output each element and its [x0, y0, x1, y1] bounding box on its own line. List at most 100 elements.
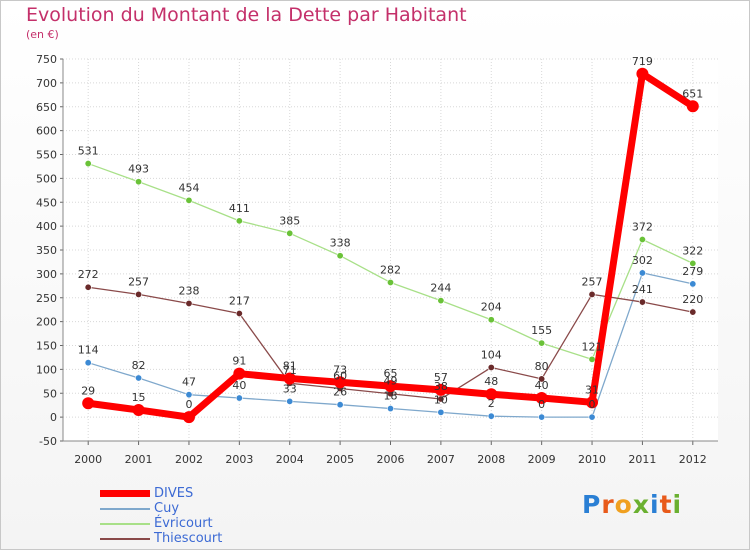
data-label: 217	[229, 295, 250, 308]
y-tick-label: 50	[43, 387, 57, 400]
data-label: 719	[632, 55, 653, 68]
y-tick-label: 100	[36, 363, 57, 376]
x-tick-label: 2011	[628, 453, 656, 466]
y-tick-label: 400	[36, 220, 57, 233]
data-point	[485, 388, 498, 401]
data-point	[638, 235, 646, 243]
data-label: 257	[582, 275, 603, 288]
data-label: 531	[78, 145, 99, 158]
data-label: 49	[384, 375, 398, 388]
data-label: 57	[434, 371, 448, 384]
data-label: 411	[229, 202, 250, 215]
data-point	[84, 160, 92, 168]
x-tick-label: 2008	[477, 453, 505, 466]
data-label: 257	[128, 275, 149, 288]
data-label: 91	[232, 355, 246, 368]
logo-letter: i	[672, 490, 683, 519]
data-label: 81	[283, 359, 297, 372]
data-label: 26	[333, 386, 347, 399]
logo-letter: o	[614, 490, 633, 519]
x-tick-label: 2010	[578, 453, 606, 466]
data-label: 47	[182, 376, 196, 389]
legend-label-thiescourt: Thiescourt	[154, 531, 223, 546]
data-label: 0	[185, 398, 192, 411]
data-point	[84, 283, 92, 291]
logo-letter: r	[601, 490, 615, 519]
data-point	[135, 374, 143, 382]
x-tick-label: 2002	[175, 453, 203, 466]
data-label: 31	[585, 383, 599, 396]
data-point	[487, 316, 495, 324]
data-label: 40	[535, 379, 549, 392]
x-tick-label: 2001	[125, 453, 153, 466]
data-label: 372	[632, 220, 653, 233]
data-label: 2	[488, 397, 495, 410]
chart-subtitle: (en €)	[26, 28, 59, 41]
data-point	[84, 359, 92, 367]
data-label: 493	[128, 163, 149, 176]
data-point	[588, 355, 596, 363]
data-label: 38	[434, 380, 448, 393]
y-tick-label: -50	[39, 435, 57, 448]
data-point	[638, 269, 646, 277]
data-label: 454	[178, 181, 199, 194]
x-tick-label: 2009	[528, 453, 556, 466]
legend-item-evricourt: Évricourt	[100, 516, 300, 531]
data-point	[185, 299, 193, 307]
data-label: 121	[582, 340, 603, 353]
data-point	[689, 280, 697, 288]
data-label: 114	[78, 344, 99, 357]
x-tick-label: 2005	[326, 453, 354, 466]
data-point	[586, 396, 599, 409]
data-point	[386, 278, 394, 286]
data-label: 71	[283, 364, 297, 377]
data-point	[235, 310, 243, 318]
logo-letter: t	[659, 490, 673, 519]
y-tick-label: 600	[36, 125, 57, 138]
data-point	[286, 229, 294, 237]
data-label: 40	[232, 379, 246, 392]
data-point	[384, 380, 397, 393]
data-point	[135, 178, 143, 186]
data-point	[588, 290, 596, 298]
legend-item-thiescourt: Thiescourt	[100, 531, 300, 546]
y-tick-label: 650	[36, 101, 57, 114]
legend-label-evricourt: Évricourt	[154, 516, 213, 531]
data-point	[487, 412, 495, 420]
logo-letter: x	[632, 490, 650, 519]
legend-swatch-cuy	[100, 508, 150, 510]
legend-swatch-evricourt	[100, 523, 150, 525]
data-label: 204	[481, 301, 502, 314]
legend-swatch-dives	[100, 490, 150, 497]
legend-label-dives: DIVES	[154, 486, 194, 501]
legend-swatch-thiescourt	[100, 538, 150, 540]
data-label: 0	[589, 398, 596, 411]
y-tick-label: 200	[36, 316, 57, 329]
x-tick-label: 2007	[427, 453, 455, 466]
data-point	[233, 367, 246, 380]
data-label: 73	[333, 363, 347, 376]
data-point	[686, 100, 699, 113]
data-point	[535, 392, 548, 405]
data-point	[283, 372, 296, 385]
data-label: 65	[384, 367, 398, 380]
data-label: 33	[283, 382, 297, 395]
x-tick-label: 2000	[74, 453, 102, 466]
data-label: 60	[333, 369, 347, 382]
y-tick-label: 250	[36, 292, 57, 305]
data-label: 385	[279, 214, 300, 227]
x-tick-label: 2006	[377, 453, 405, 466]
legend-item-dives: DIVES	[100, 486, 300, 501]
legend-label-cuy: Cuy	[154, 501, 180, 516]
y-tick-label: 700	[36, 77, 57, 90]
data-label: 155	[531, 324, 552, 337]
y-tick-label: 550	[36, 149, 57, 162]
data-label: 238	[178, 284, 199, 297]
data-point	[487, 363, 495, 371]
legend-item-cuy: Cuy	[100, 501, 300, 516]
x-tick-label: 2004	[276, 453, 304, 466]
chart-title: Evolution du Montant de la Dette par Hab…	[26, 4, 467, 26]
y-tick-label: 450	[36, 196, 57, 209]
data-label: 338	[330, 237, 351, 250]
data-point	[638, 298, 646, 306]
